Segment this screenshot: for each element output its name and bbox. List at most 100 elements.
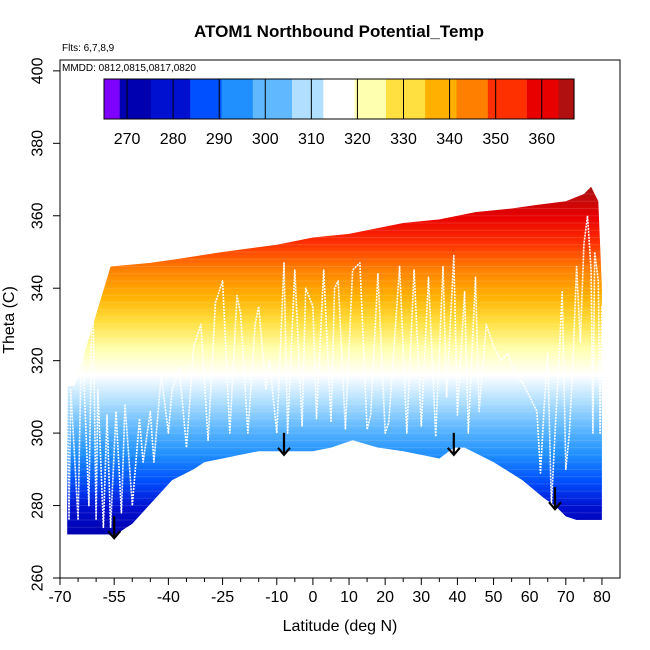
x-tick-label: 80 — [593, 589, 611, 606]
y-axis-label: Theta (C) — [1, 286, 18, 354]
x-tick-label: -40 — [157, 589, 180, 606]
colorbar-tick-label: 290 — [206, 131, 233, 148]
colorbar-tick-label: 280 — [160, 131, 187, 148]
colorbar-swatch — [182, 79, 191, 119]
colorbar-swatch — [315, 79, 324, 119]
colorbar-swatch — [487, 79, 497, 119]
arrow-head — [446, 447, 461, 457]
colorbar-swatch — [542, 79, 552, 119]
colorbar-swatch — [339, 79, 348, 119]
x-tick-label: -70 — [48, 589, 71, 606]
y-tick-label: 320 — [30, 347, 47, 374]
chart-title: ATOM1 Northbound Potential_Temp — [194, 22, 484, 41]
colorbar-swatch — [550, 79, 559, 119]
colorbar-swatch — [433, 79, 442, 119]
colorbar-swatch — [307, 79, 317, 119]
colorbar-swatch — [511, 79, 520, 119]
arrows-layer — [107, 432, 562, 540]
colorbar-swatch — [440, 79, 450, 119]
x-tick-label: 10 — [340, 589, 358, 606]
colorbar-swatch — [464, 79, 473, 119]
y-tick-label: 280 — [30, 492, 47, 519]
colorbar-swatch — [378, 79, 387, 119]
colorbar-swatch — [229, 79, 238, 119]
colorbar-swatch — [393, 79, 403, 119]
colorbar-tick-label: 340 — [436, 131, 463, 148]
y-tick-label: 380 — [30, 130, 47, 157]
colorbar-swatch — [558, 79, 567, 119]
y-axis: 260 280 300 320 340 360 380 400 — [30, 57, 60, 592]
colorbar-swatch — [386, 79, 395, 119]
y-tick-label: 260 — [30, 565, 47, 592]
y-tick-label: 400 — [30, 57, 47, 84]
colorbar-swatch — [221, 79, 230, 119]
arrow-head — [107, 530, 122, 540]
colorbar-swatch — [480, 79, 489, 119]
colorbar-swatch — [174, 79, 183, 119]
colorbar-swatch — [503, 79, 512, 119]
colorbar-swatch — [111, 79, 121, 119]
colorbar-swatch — [527, 79, 536, 119]
colorbar-swatch — [135, 79, 144, 119]
colorbar-swatch — [284, 79, 293, 119]
flights-annotation: Flts: 6,7,8,9 — [62, 43, 115, 54]
x-tick-label: 60 — [521, 589, 539, 606]
colorbar-swatch — [198, 79, 207, 119]
colorbar-swatch — [472, 79, 481, 119]
colorbar-swatch — [268, 79, 277, 119]
colorbar-swatch — [409, 79, 418, 119]
colorbar-swatch — [370, 79, 379, 119]
colorbar-tick-label: 310 — [298, 131, 325, 148]
colorbar: 270 280 290 300 310 320 330 340 350 360 — [103, 78, 575, 148]
y-tick-label: 340 — [30, 275, 47, 302]
colorbar-swatch — [292, 79, 301, 119]
colorbar-swatch — [566, 79, 575, 119]
colorbar-swatch — [158, 79, 168, 119]
colorbar-swatch — [534, 79, 544, 119]
colorbar-swatch — [104, 79, 113, 119]
colorbar-tick-label: 320 — [344, 131, 371, 148]
colorbar-swatch — [127, 79, 136, 119]
x-tick-label: 70 — [557, 589, 575, 606]
dates-annotation: MMDD: 0812,0815,0817,0820 — [62, 63, 196, 74]
flight-profiles — [66, 215, 603, 529]
colorbar-swatch — [425, 79, 434, 119]
x-tick-label: -10 — [265, 589, 288, 606]
colorbar-swatch — [299, 79, 309, 119]
colorbar-swatch — [190, 79, 199, 119]
colorbar-tick-label: 350 — [482, 131, 509, 148]
plot-frame — [59, 59, 621, 579]
colorbar-swatch — [323, 79, 332, 119]
colorbar-swatch — [119, 79, 129, 119]
x-tick-label: -55 — [103, 589, 126, 606]
colorbar-tick-label: 360 — [528, 131, 555, 148]
colorbar-swatch — [346, 79, 356, 119]
arrow-head — [548, 501, 562, 511]
colorbar-swatch — [245, 79, 254, 119]
arrow-marker — [446, 432, 461, 457]
x-tick-label: 20 — [376, 589, 394, 606]
colorbar-swatch — [213, 79, 223, 119]
colorbar-tick-label: 270 — [114, 131, 141, 148]
x-tick-label: 50 — [485, 589, 503, 606]
y-tick-label: 360 — [30, 202, 47, 229]
y-tick-label: 300 — [30, 420, 47, 447]
colorbar-swatch — [519, 79, 528, 119]
arrow-marker — [107, 516, 122, 540]
colorbar-swatch — [495, 79, 505, 119]
colorbar-swatch — [143, 79, 152, 119]
colorbar-swatch — [354, 79, 364, 119]
x-tick-label: 0 — [308, 589, 317, 606]
x-axis: -70 -55 -40 -25 -10 0 10 20 30 40 50 60 70 80 — [48, 578, 611, 606]
colorbar-swatch — [401, 79, 411, 119]
colorbar-swatch — [417, 79, 426, 119]
x-tick-label: 30 — [412, 589, 430, 606]
colorbar-swatch — [252, 79, 262, 119]
colorbar-swatch — [166, 79, 176, 119]
colorbar-swatch — [276, 79, 285, 119]
flight-profile-line — [66, 215, 603, 529]
arrow-marker — [548, 487, 562, 511]
colorbar-swatch — [456, 79, 465, 119]
colorbar-swatch — [448, 79, 458, 119]
